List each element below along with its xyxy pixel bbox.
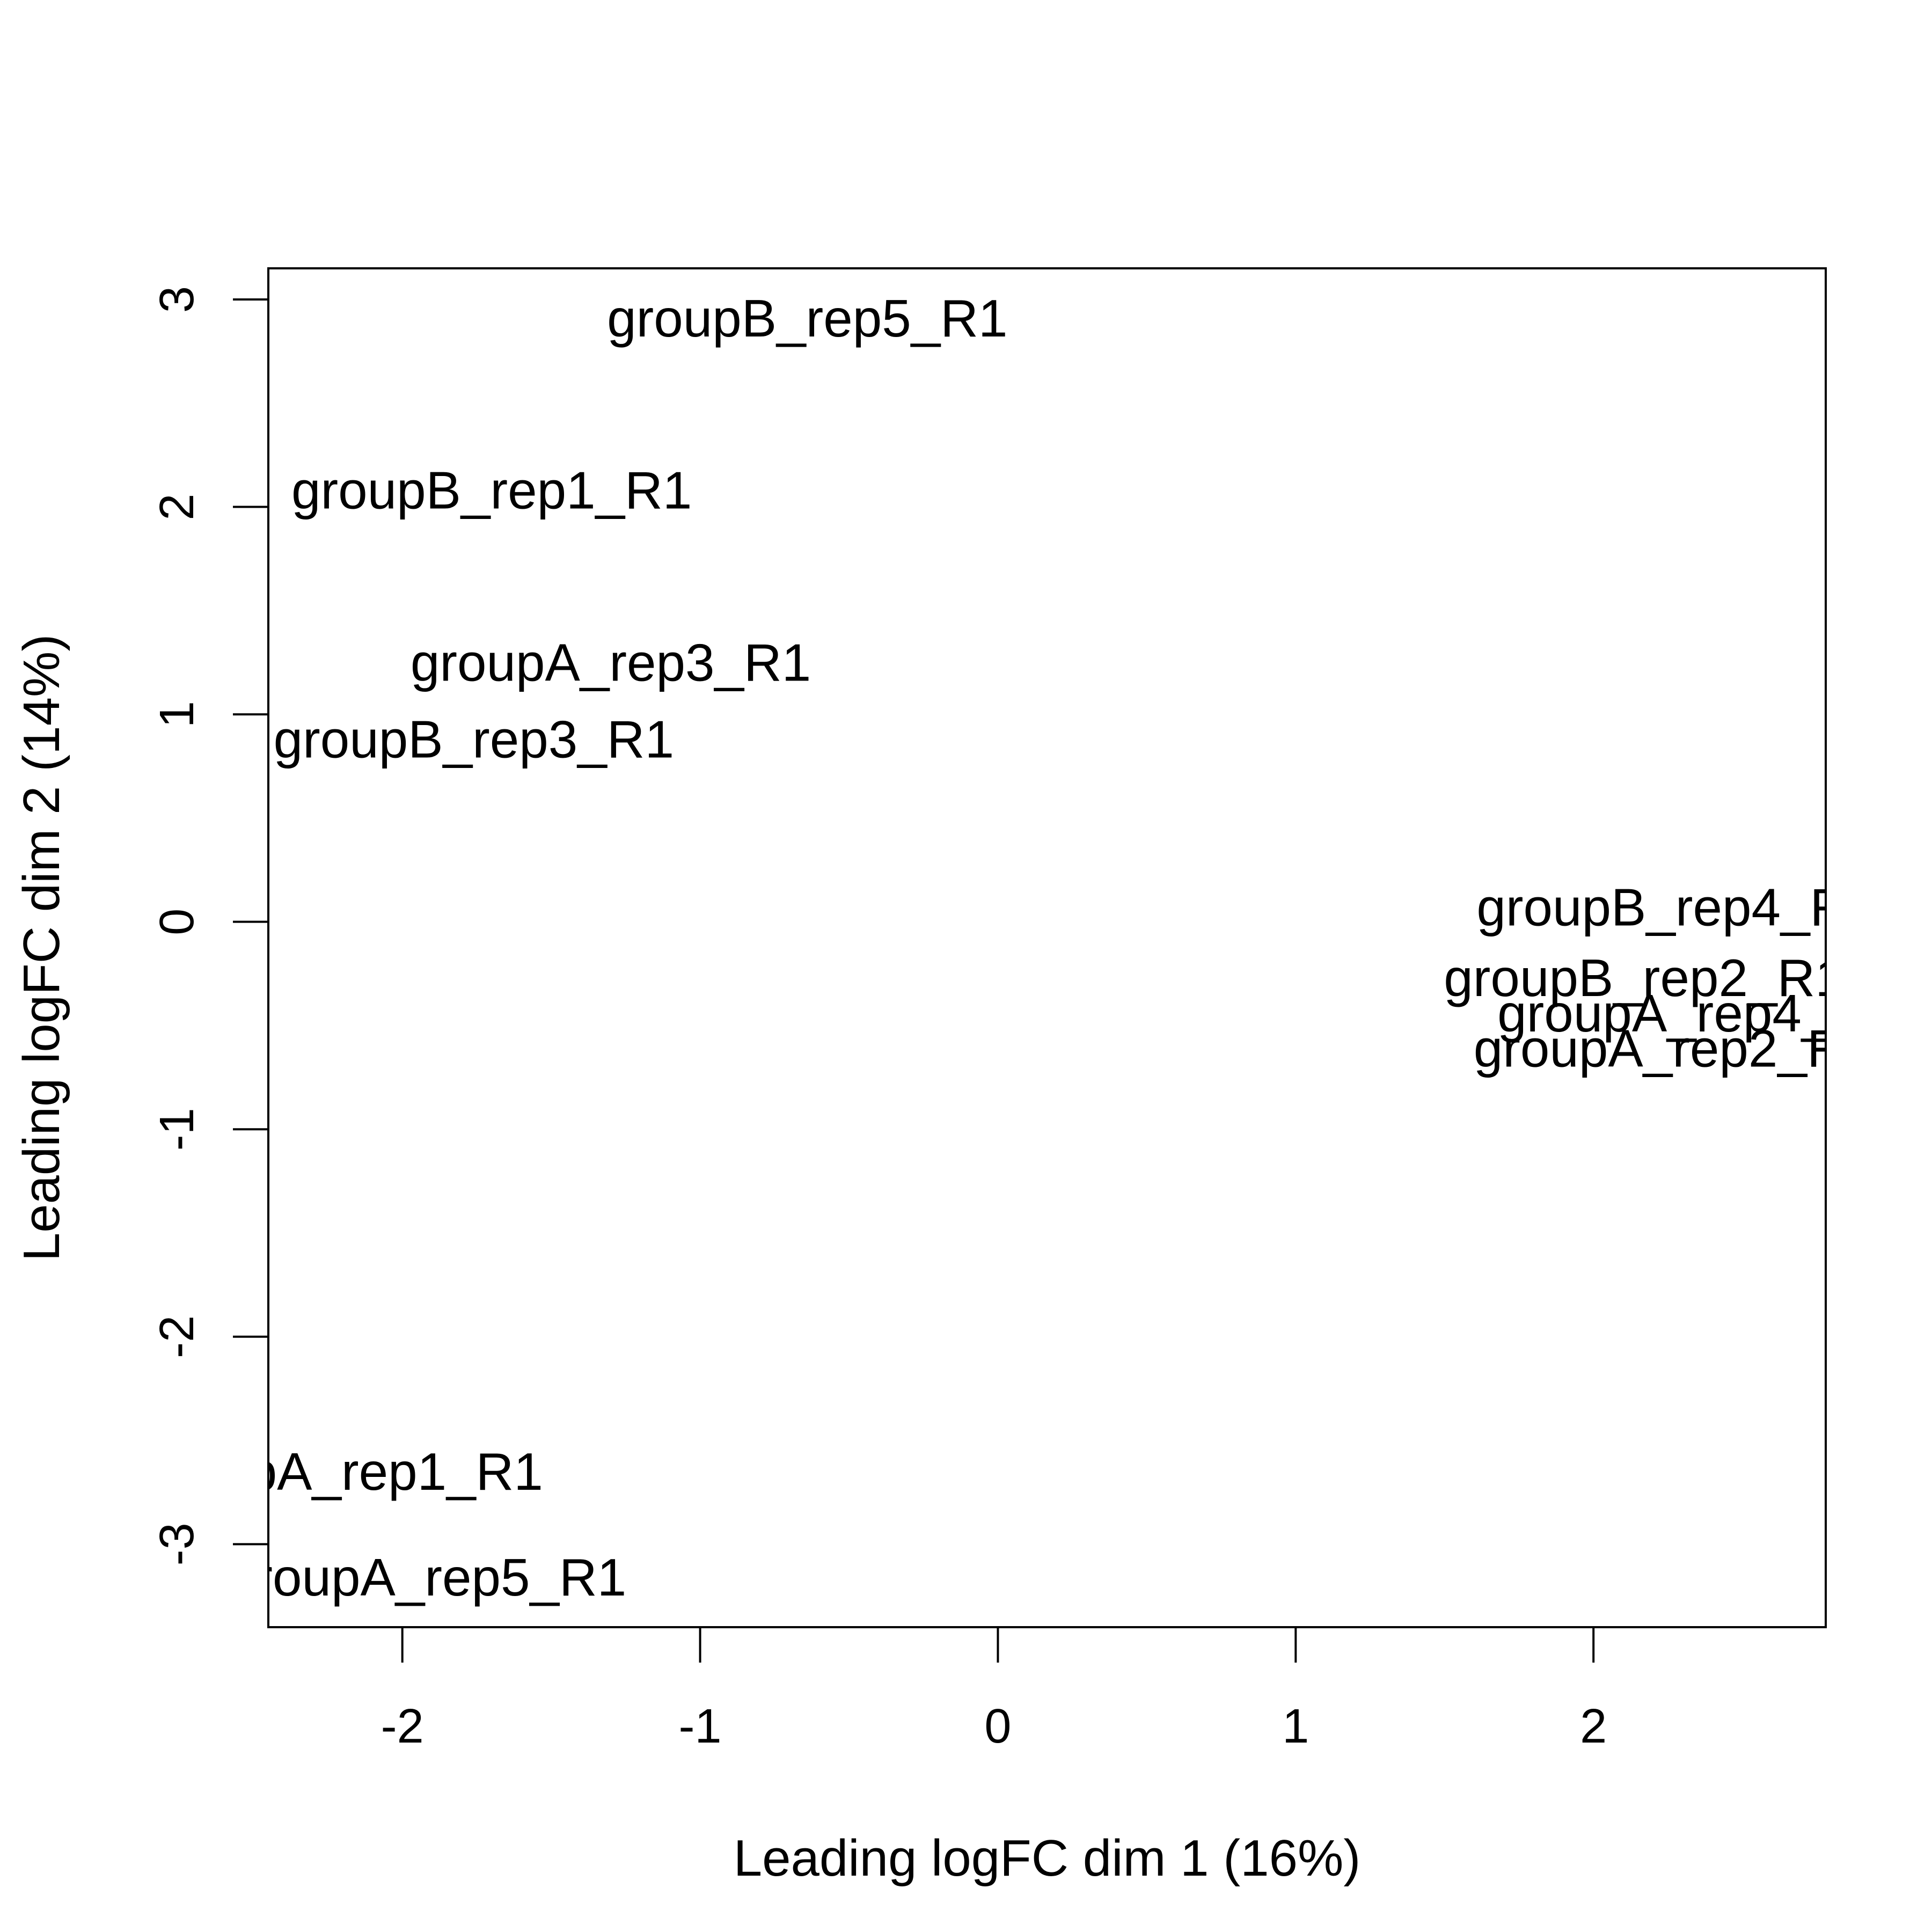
x-tick-label: 1 xyxy=(1282,1700,1309,1753)
y-tick-label: 2 xyxy=(150,494,204,521)
point-label: groupA_rep4_R1 xyxy=(1497,984,1898,1043)
y-tick-label: 1 xyxy=(150,701,204,728)
point-label: groupA_rep3_R1 xyxy=(411,633,811,692)
y-tick-label: -3 xyxy=(150,1523,204,1565)
point-label: groupA_rep2_R1 xyxy=(1474,1019,1874,1078)
point-labels: groupB_rep5_R1 groupB_rep1_R1 groupA_rep3_… xyxy=(143,289,1898,1607)
y-tick-label: -1 xyxy=(150,1108,204,1151)
point-label: groupA_rep5_R1 xyxy=(226,1548,626,1607)
point-label: groupB_rep2_R1 xyxy=(1444,948,1844,1007)
x-axis-label: Leading logFC dim 1 (16%) xyxy=(734,1829,1361,1887)
y-tick-label: -2 xyxy=(150,1315,204,1358)
point-label: groupB_rep1_R1 xyxy=(291,461,692,520)
plot-frame xyxy=(267,267,1827,1628)
x-tick-label: 0 xyxy=(984,1700,1011,1753)
y-tick-label: 0 xyxy=(150,909,204,935)
y-tick-label: 3 xyxy=(150,286,204,313)
x-tick-label: -1 xyxy=(679,1700,722,1753)
y-axis-label: Leading logFC dim 2 (14%) xyxy=(13,634,70,1262)
point-label: groupB_rep3_R1 xyxy=(274,710,674,769)
point-label: groupB_rep5_R1 xyxy=(607,289,1007,348)
point-label: groupB_rep4_R1 xyxy=(1476,878,1877,937)
y-axis: -3 -2 -1 0 1 2 3 xyxy=(150,286,268,1565)
point-label: groupA_rep1_R1 xyxy=(143,1442,543,1501)
x-tick-label: 2 xyxy=(1580,1700,1607,1753)
x-axis: -2 -1 0 1 2 xyxy=(381,1627,1607,1753)
x-tick-label: -2 xyxy=(381,1700,424,1753)
